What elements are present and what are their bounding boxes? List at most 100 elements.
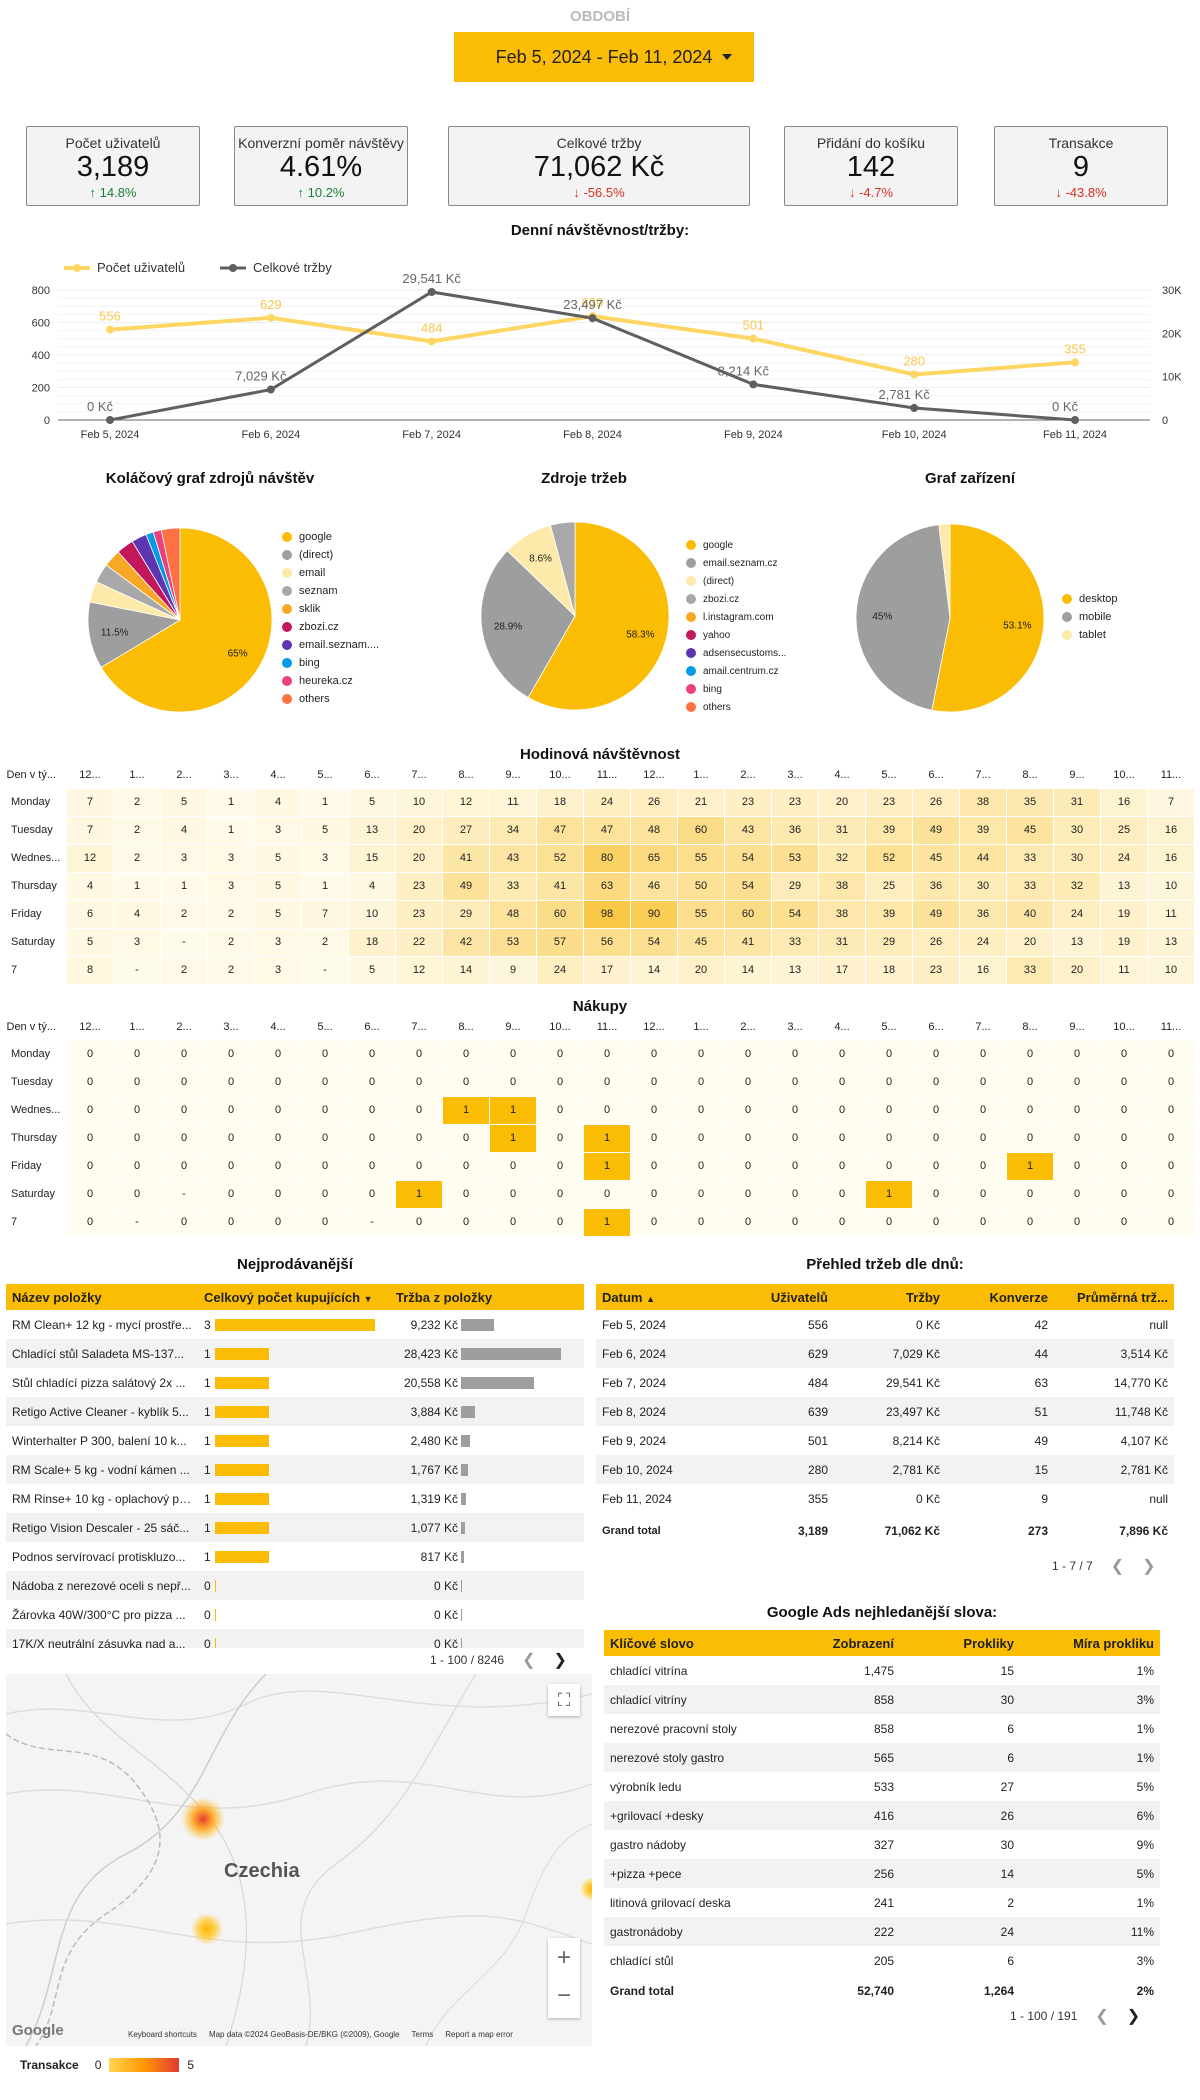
heatmap-hour-header[interactable]: 5...	[881, 1020, 897, 1033]
col-conversions[interactable]: Konverze	[946, 1284, 1054, 1310]
table-row[interactable]: Feb 11, 2024 355 0 Kč 9 null	[596, 1484, 1174, 1513]
heatmap-hour-header[interactable]: 12...	[643, 768, 665, 781]
next-page-icon[interactable]: ❯	[1142, 1558, 1156, 1575]
prev-page-icon[interactable]: ❮	[1110, 1558, 1125, 1575]
zoom-in-icon[interactable]: +	[556, 1944, 571, 1971]
table-row[interactable]: Feb 5, 2024 556 0 Kč 42 null	[596, 1310, 1174, 1339]
fullscreen-icon[interactable]: ⛶	[548, 1684, 580, 1716]
prev-page-icon[interactable]: ❮	[522, 1652, 536, 1669]
table-row[interactable]: Feb 10, 2024 280 2,781 Kč 15 2,781 Kč	[596, 1455, 1174, 1484]
heatmap-hour-header[interactable]: 4...	[270, 1020, 286, 1033]
table-row[interactable]: RM Scale+ 5 kg - vodní kámen ... 1 1,767…	[6, 1455, 584, 1484]
table-row[interactable]: +pizza +pece 256 14 5%	[604, 1859, 1160, 1888]
heatmap-hour-header[interactable]: 11...	[596, 1020, 618, 1033]
heatmap-hour-header[interactable]: 1...	[693, 1020, 709, 1033]
table-row[interactable]: Žárovka 40W/300°C pro pizza ... 0 0 Kč	[6, 1600, 584, 1629]
heatmap-hour-header[interactable]: 7...	[411, 1020, 427, 1033]
heatmap-hour-header[interactable]: 8...	[1022, 768, 1038, 781]
table-row[interactable]: RM Rinse+ 10 kg - oplachový pr... 1 1,31…	[6, 1484, 584, 1513]
table-row[interactable]: Stůl chladící pizza salátový 2x ... 1 20…	[6, 1368, 584, 1397]
col-date[interactable]: Datum ▲	[596, 1284, 724, 1310]
col-users[interactable]: Uživatelů	[724, 1284, 834, 1310]
heatmap-hour-header[interactable]: 12...	[643, 1020, 665, 1033]
heatmap-hour-header[interactable]: 5...	[881, 768, 897, 781]
col-item-revenue[interactable]: Tržba z položky	[390, 1284, 584, 1310]
heatmap-hour-header[interactable]: 6...	[928, 768, 944, 781]
heatmap-hour-header[interactable]: 10...	[1113, 768, 1135, 781]
table-row[interactable]: chladící vitrína 1,475 15 1%	[604, 1656, 1160, 1685]
heatmap-hour-header[interactable]: 3...	[787, 1020, 803, 1033]
next-page-icon[interactable]: ❯	[553, 1652, 567, 1669]
table-row[interactable]: nerezové pracovní stoly 858 6 1%	[604, 1714, 1160, 1743]
col-keyword[interactable]: Klíčové slovo	[604, 1630, 774, 1656]
col-clicks[interactable]: Prokliky	[900, 1630, 1020, 1656]
heatmap-hour-header[interactable]: 6...	[928, 1020, 944, 1033]
heatmap-hour-header[interactable]: 9...	[505, 1020, 521, 1033]
table-row[interactable]: nerezové stoly gastro 565 6 1%	[604, 1743, 1160, 1772]
heatmap-hour-header[interactable]: 4...	[834, 1020, 850, 1033]
table-row[interactable]: Winterhalter P 300, balení 10 k... 1 2,4…	[6, 1426, 584, 1455]
report-map-error-link[interactable]: Report a map error	[445, 2030, 513, 2039]
heatmap-hour-header[interactable]: 12...	[79, 768, 101, 781]
col-revenue[interactable]: Tržby	[834, 1284, 946, 1310]
heatmap-hour-header[interactable]: 3...	[223, 768, 239, 781]
heatmap-hour-header[interactable]: 6...	[364, 1020, 380, 1033]
transactions-map[interactable]: Czechia ⛶ + − Google Keyboard shortcuts …	[6, 1674, 592, 2046]
bestsellers-table-wrap[interactable]: Název položky Celkový počet kupujících ▼…	[6, 1284, 584, 1648]
table-row[interactable]: Retigo Active Cleaner - kyblík 5... 1 3,…	[6, 1397, 584, 1426]
heatmap-hour-header[interactable]: 7...	[975, 768, 991, 781]
heatmap-hour-header[interactable]: 9...	[505, 768, 521, 781]
heatmap-hour-header[interactable]: 10...	[1113, 1020, 1135, 1033]
heatmap-hour-header[interactable]: 12...	[79, 1020, 101, 1033]
heatmap-hour-header[interactable]: 4...	[270, 768, 286, 781]
col-avg-revenue[interactable]: Průměrná trž...	[1054, 1284, 1174, 1310]
prev-page-icon[interactable]: ❮	[1095, 2008, 1109, 2025]
table-row[interactable]: chladící vitríny 858 30 3%	[604, 1685, 1160, 1714]
heatmap-hour-header[interactable]: 6...	[364, 768, 380, 781]
next-page-icon[interactable]: ❯	[1126, 2008, 1141, 2025]
heatmap-hour-header[interactable]: 11...	[596, 768, 618, 781]
zoom-out-icon[interactable]: −	[556, 1982, 571, 2009]
heatmap-hour-header[interactable]: 5...	[317, 768, 333, 781]
table-row[interactable]: gastro nádoby 327 30 9%	[604, 1830, 1160, 1859]
col-buyers[interactable]: Celkový počet kupujících ▼	[198, 1284, 390, 1310]
heatmap-hour-header[interactable]: 1...	[693, 768, 709, 781]
heatmap-hour-header[interactable]: 11...	[1160, 1020, 1182, 1033]
heatmap-hour-header[interactable]: 8...	[458, 768, 474, 781]
table-row[interactable]: Podnos servírovací protiskluzo... 1 817 …	[6, 1542, 584, 1571]
table-row[interactable]: gastronádoby 222 24 11%	[604, 1917, 1160, 1946]
heatmap-hour-header[interactable]: 2...	[740, 1020, 756, 1033]
heatmap-hour-header[interactable]: 8...	[458, 1020, 474, 1033]
heatmap-hour-header[interactable]: 2...	[176, 768, 192, 781]
table-row[interactable]: Feb 6, 2024 629 7,029 Kč 44 3,514 Kč	[596, 1339, 1174, 1368]
table-row[interactable]: litinová grilovací deska 241 2 1%	[604, 1888, 1160, 1917]
col-ctr[interactable]: Míra prokliku	[1020, 1630, 1160, 1656]
heatmap-hour-header[interactable]: 10...	[549, 768, 571, 781]
table-row[interactable]: Chladící stůl Saladeta MS-137... 1 28,42…	[6, 1339, 584, 1368]
table-row[interactable]: Retigo Vision Descaler - 25 sáč... 1 1,0…	[6, 1513, 584, 1542]
heatmap-hour-header[interactable]: 7...	[411, 768, 427, 781]
heatmap-hour-header[interactable]: 1...	[129, 1020, 145, 1033]
table-row[interactable]: +grilovací +desky 416 26 6%	[604, 1801, 1160, 1830]
table-row[interactable]: RM Clean+ 12 kg - mycí prostře... 3 9,23…	[6, 1310, 584, 1339]
heatmap-hour-header[interactable]: 2...	[176, 1020, 192, 1033]
heatmap-hour-header[interactable]: 9...	[1069, 1020, 1085, 1033]
heatmap-hour-header[interactable]: 1...	[129, 768, 145, 781]
table-row[interactable]: Nádoba z nerezové oceli s nepř... 0 0 Kč	[6, 1571, 584, 1600]
heatmap-hour-header[interactable]: 11...	[1160, 768, 1182, 781]
heatmap-hour-header[interactable]: 9...	[1069, 768, 1085, 781]
heatmap-corner-header[interactable]: Den v tý...	[6, 768, 57, 781]
col-item-name[interactable]: Název položky	[6, 1284, 198, 1310]
heatmap-corner-header[interactable]: Den v tý...	[6, 1020, 57, 1033]
table-row[interactable]: Feb 7, 2024 484 29,541 Kč 63 14,770 Kč	[596, 1368, 1174, 1397]
table-row[interactable]: výrobník ledu 533 27 5%	[604, 1772, 1160, 1801]
table-row[interactable]: Feb 8, 2024 639 23,497 Kč 51 11,748 Kč	[596, 1397, 1174, 1426]
heatmap-hour-header[interactable]: 3...	[787, 768, 803, 781]
date-range-picker[interactable]: Feb 5, 2024 - Feb 11, 2024	[454, 32, 754, 82]
col-impressions[interactable]: Zobrazení	[774, 1630, 900, 1656]
table-row[interactable]: chladící stůl 205 6 3%	[604, 1946, 1160, 1975]
sort-asc-icon[interactable]: ▲	[646, 1293, 655, 1304]
heatmap-hour-header[interactable]: 4...	[834, 768, 850, 781]
terms-link[interactable]: Terms	[411, 2030, 434, 2039]
heatmap-hour-header[interactable]: 8...	[1022, 1020, 1038, 1033]
